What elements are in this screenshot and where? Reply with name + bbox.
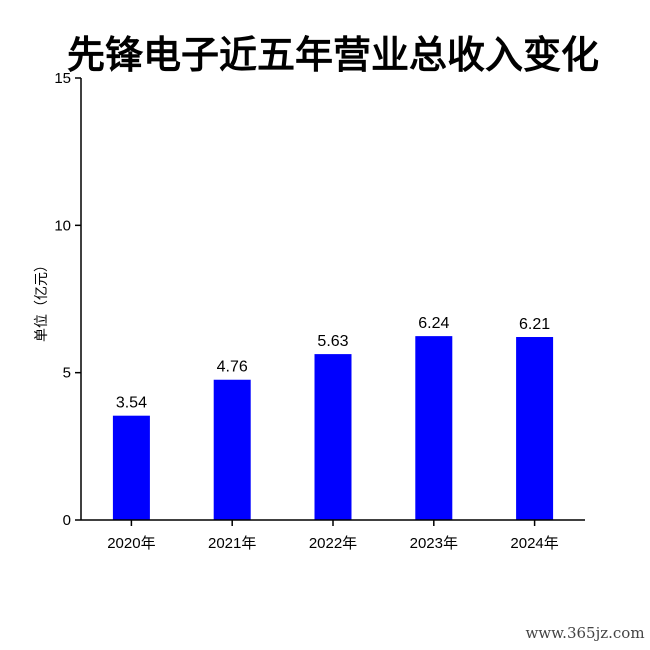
y-axis-label: 单位（亿元） [34, 258, 50, 342]
x-tick-label: 2022年 [309, 535, 357, 552]
bar [415, 336, 453, 520]
y-tick-label: 0 [63, 512, 71, 529]
bar-value-label: 6.24 [418, 315, 449, 332]
bar-value-label: 5.63 [317, 333, 348, 350]
watermark-text: www.365jz.com [525, 624, 644, 642]
y-tick-label: 5 [63, 365, 71, 382]
bar [516, 337, 554, 520]
x-tick-label: 2021年 [208, 535, 256, 552]
x-tick-label: 2024年 [510, 535, 558, 552]
y-tick-label: 10 [54, 217, 71, 234]
chart-title: 先锋电子近五年营业总收入变化 [67, 33, 599, 77]
bars-group [112, 336, 554, 520]
y-tick-label: 15 [54, 70, 71, 87]
bar-value-label: 4.76 [217, 359, 248, 376]
data-labels-group: 3.54 4.76 5.63 6.24 6.21 [116, 315, 550, 412]
bar [112, 415, 150, 520]
bar-value-label: 3.54 [116, 395, 147, 412]
x-axis-ticks: 2020年 2021年 2022年 2023年 2024年 [107, 520, 559, 552]
bar-value-label: 6.21 [519, 316, 550, 333]
y-axis-ticks: 0 5 10 15 [54, 70, 81, 529]
x-tick-label: 2023年 [410, 535, 458, 552]
bar [213, 379, 251, 520]
bar [314, 354, 352, 520]
x-tick-label: 2020年 [107, 535, 155, 552]
